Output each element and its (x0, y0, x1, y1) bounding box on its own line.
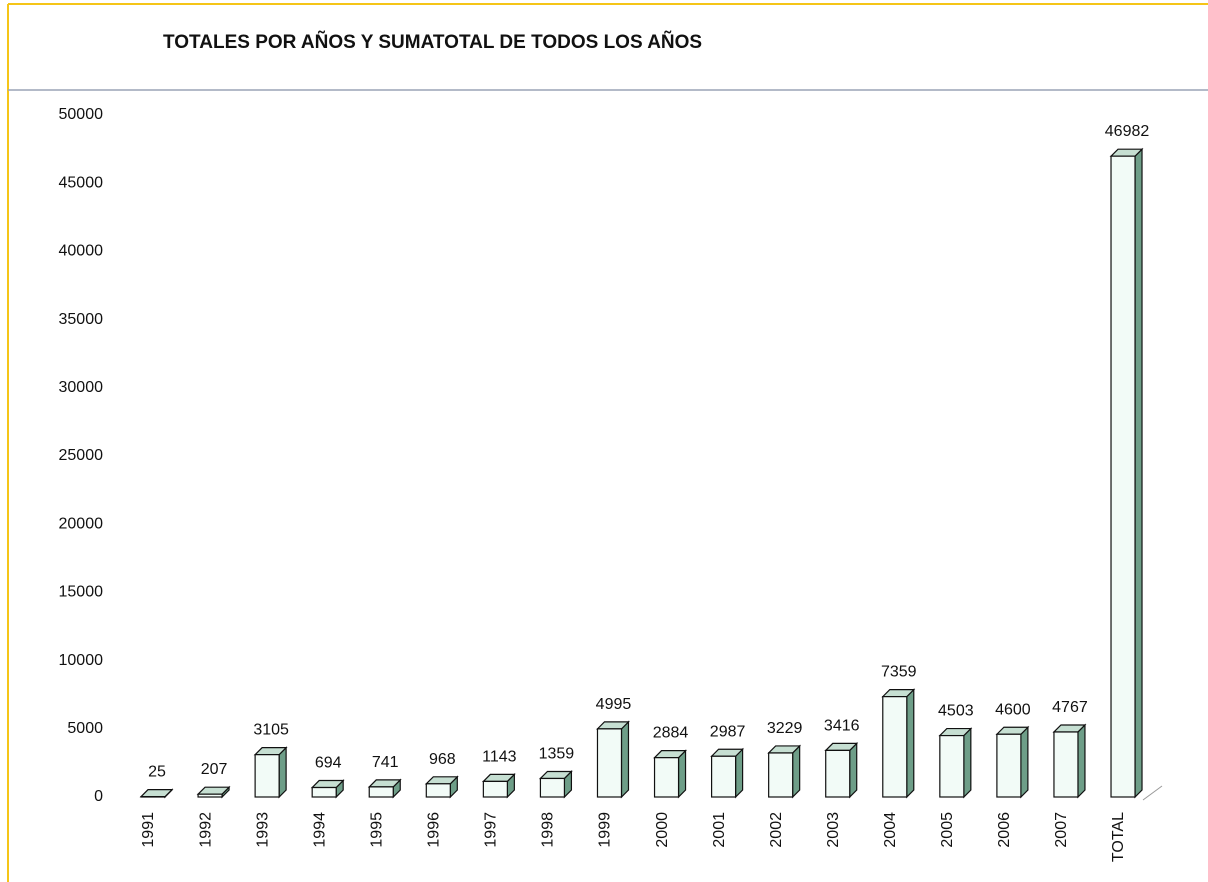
bar (596, 720, 630, 799)
bar-front (653, 757, 680, 798)
floor-edge (1142, 785, 1163, 801)
bar-front (939, 734, 965, 798)
x-tick-label: 2000 (654, 812, 671, 848)
bar-side (1134, 147, 1143, 799)
y-tick-label: 30000 (59, 379, 104, 396)
x-tick-label: 1999 (597, 812, 614, 848)
bar-front (425, 783, 451, 798)
y-tick-label: 20000 (59, 515, 104, 532)
x-tick-label: 2002 (768, 812, 785, 848)
bar-front (882, 696, 908, 798)
value-label: 3416 (824, 717, 860, 734)
bar-front (996, 733, 1022, 798)
chart-title: TOTALES POR AÑOS Y SUMATOTAL DE TODOS LO… (163, 31, 702, 53)
value-label: 2987 (710, 723, 746, 740)
y-tick-label: 10000 (59, 652, 104, 669)
bar-side (849, 741, 858, 799)
bar (881, 688, 916, 799)
value-label: 4767 (1052, 699, 1088, 716)
bar-front (368, 786, 394, 798)
bar-front (197, 793, 223, 798)
value-label: 4503 (938, 703, 974, 720)
bar (253, 746, 288, 799)
x-tick-label: TOTAL (1110, 812, 1127, 862)
value-label: 25 (148, 764, 166, 781)
bar-front (539, 777, 566, 798)
bar-side (792, 744, 801, 799)
value-label: 1359 (539, 745, 575, 762)
x-tick-label: 2007 (1053, 812, 1070, 848)
x-tick-label: 1991 (140, 812, 157, 848)
value-label: 3229 (767, 720, 803, 737)
bar (481, 772, 516, 799)
bar-front (1110, 155, 1136, 798)
bar-side (677, 749, 687, 799)
bar-side (963, 727, 972, 799)
bar (995, 725, 1030, 799)
y-tick-label: 5000 (67, 720, 103, 737)
bar (139, 788, 174, 799)
bar-side (278, 746, 287, 799)
value-label: 3105 (253, 722, 289, 739)
x-tick-label: 1993 (254, 812, 271, 848)
x-tick-label: 2001 (711, 812, 728, 848)
x-tick-label: 1994 (311, 812, 328, 848)
bar (710, 747, 745, 799)
y-tick-label: 40000 (59, 243, 104, 260)
bar (938, 727, 973, 799)
x-tick-label: 1997 (483, 812, 500, 848)
value-label: 968 (429, 751, 456, 768)
bar (367, 778, 402, 799)
bar-side (620, 720, 630, 799)
x-tick-label: 1995 (368, 812, 385, 848)
bar (310, 779, 345, 799)
y-tick-label: 35000 (59, 311, 104, 328)
bar-front (1053, 731, 1079, 798)
value-label: 4995 (596, 696, 632, 713)
value-label: 741 (372, 754, 399, 771)
bar-front (254, 754, 280, 798)
bar-front (768, 752, 794, 798)
bar (824, 741, 859, 799)
value-label: 46982 (1105, 123, 1150, 140)
bar-front (710, 755, 737, 798)
value-label: 207 (201, 761, 228, 778)
value-label: 4600 (995, 701, 1031, 718)
x-tick-label: 1992 (197, 812, 214, 848)
bar-front (825, 749, 851, 798)
bar (424, 775, 459, 799)
bar-side (734, 747, 744, 799)
bar (653, 749, 687, 799)
bar-top (139, 789, 174, 798)
y-tick-label: 15000 (59, 584, 104, 601)
x-tick-label: 1996 (426, 812, 443, 848)
x-tick-label: 2005 (939, 812, 956, 848)
bar-side (1077, 723, 1086, 799)
bar (538, 770, 573, 799)
x-tick-label: 2004 (882, 812, 899, 848)
bar-front (596, 728, 623, 798)
value-label: 694 (315, 755, 342, 772)
bar-front (482, 780, 508, 798)
x-tick-label: 1998 (540, 812, 557, 848)
value-label: 1143 (482, 748, 517, 765)
y-tick-label: 45000 (59, 174, 104, 191)
y-tick-label: 25000 (59, 447, 104, 464)
bar (1052, 723, 1087, 799)
bar-side (906, 688, 915, 799)
x-tick-label: 2006 (996, 812, 1013, 848)
x-tick-label: 2003 (825, 812, 842, 848)
value-label: 7359 (881, 664, 917, 681)
y-tick-label: 0 (94, 788, 103, 805)
bar (767, 744, 802, 799)
value-label: 2884 (653, 725, 689, 742)
bar (196, 785, 231, 799)
bar-side (1020, 725, 1029, 799)
bar (1109, 147, 1144, 799)
y-tick-label: 50000 (59, 106, 104, 123)
bar-front (311, 786, 337, 798)
